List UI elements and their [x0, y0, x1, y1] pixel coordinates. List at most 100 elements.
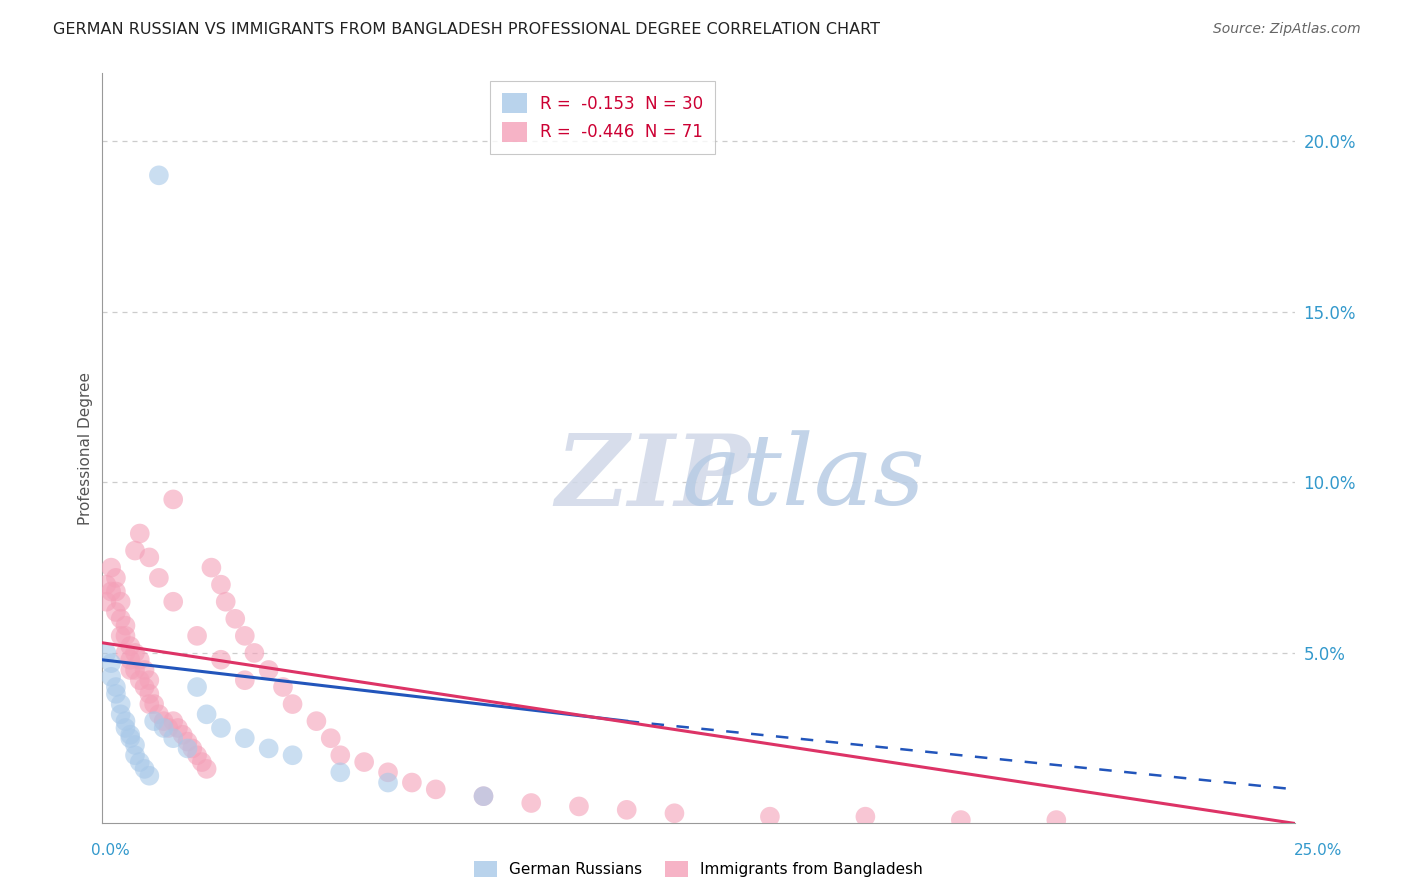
Point [110, 697, 132, 711]
Point [114, 714, 136, 728]
Point [128, 653, 150, 667]
Point [209, 653, 232, 667]
Point [148, 707, 170, 722]
Y-axis label: Professional Degree: Professional Degree [79, 372, 93, 524]
Point [181, 741, 204, 756]
Point [243, 646, 266, 660]
Point [401, 775, 423, 789]
Point [329, 765, 352, 780]
Point [114, 721, 136, 735]
Point [195, 762, 218, 776]
Point [104, 571, 127, 585]
Point [520, 796, 543, 810]
Point [120, 663, 142, 677]
Point [134, 680, 156, 694]
Point [138, 769, 160, 783]
Point [162, 595, 184, 609]
Point [305, 714, 328, 728]
Point [124, 738, 146, 752]
Point [191, 755, 214, 769]
Point [138, 697, 160, 711]
Point [425, 782, 447, 797]
Point [271, 680, 294, 694]
Point [114, 629, 136, 643]
Text: 0.0%: 0.0% [91, 843, 131, 858]
Point [319, 731, 342, 746]
Point [759, 810, 782, 824]
Point [377, 765, 399, 780]
Point [128, 673, 150, 688]
Point [104, 687, 127, 701]
Point [281, 697, 304, 711]
Point [233, 673, 256, 688]
Point [128, 526, 150, 541]
Point [195, 707, 218, 722]
Point [124, 748, 146, 763]
Text: Source: ZipAtlas.com: Source: ZipAtlas.com [1213, 22, 1361, 37]
Point [143, 697, 166, 711]
Point [224, 612, 246, 626]
Text: 25.0%: 25.0% [1295, 843, 1343, 858]
Point [616, 803, 638, 817]
Point [162, 731, 184, 746]
Point [96, 646, 118, 660]
Point [100, 584, 122, 599]
Point [853, 810, 876, 824]
Text: ZIP: ZIP [555, 430, 749, 526]
Point [172, 728, 194, 742]
Point [100, 656, 122, 670]
Point [215, 595, 238, 609]
Point [176, 734, 198, 748]
Point [233, 731, 256, 746]
Point [124, 663, 146, 677]
Point [377, 775, 399, 789]
Point [162, 714, 184, 728]
Point [120, 731, 142, 746]
Point [152, 721, 174, 735]
Point [281, 748, 304, 763]
Point [110, 612, 132, 626]
Point [120, 728, 142, 742]
Point [157, 721, 180, 735]
Point [120, 653, 142, 667]
Point [138, 550, 160, 565]
Point [233, 629, 256, 643]
Point [124, 646, 146, 660]
Point [209, 721, 232, 735]
Point [186, 680, 208, 694]
Point [104, 584, 127, 599]
Point [143, 714, 166, 728]
Point [114, 646, 136, 660]
Point [1045, 813, 1067, 827]
Point [96, 577, 118, 591]
Point [104, 605, 127, 619]
Point [186, 748, 208, 763]
Point [138, 673, 160, 688]
Point [104, 680, 127, 694]
Point [110, 707, 132, 722]
Point [124, 543, 146, 558]
Point [134, 663, 156, 677]
Point [472, 789, 495, 804]
Point [134, 762, 156, 776]
Point [353, 755, 375, 769]
Point [148, 571, 170, 585]
Point [148, 169, 170, 183]
Point [949, 813, 972, 827]
Point [138, 687, 160, 701]
Point [128, 755, 150, 769]
Point [100, 560, 122, 574]
Point [209, 577, 232, 591]
Text: GERMAN RUSSIAN VS IMMIGRANTS FROM BANGLADESH PROFESSIONAL DEGREE CORRELATION CHA: GERMAN RUSSIAN VS IMMIGRANTS FROM BANGLA… [53, 22, 880, 37]
Point [110, 595, 132, 609]
Point [257, 741, 280, 756]
Point [200, 560, 222, 574]
Point [110, 629, 132, 643]
Point [329, 748, 352, 763]
Point [664, 806, 686, 821]
Point [257, 663, 280, 677]
Legend: R =  -0.153  N = 30, R =  -0.446  N = 71: R = -0.153 N = 30, R = -0.446 N = 71 [491, 81, 716, 153]
Point [186, 629, 208, 643]
Point [100, 670, 122, 684]
Point [96, 595, 118, 609]
